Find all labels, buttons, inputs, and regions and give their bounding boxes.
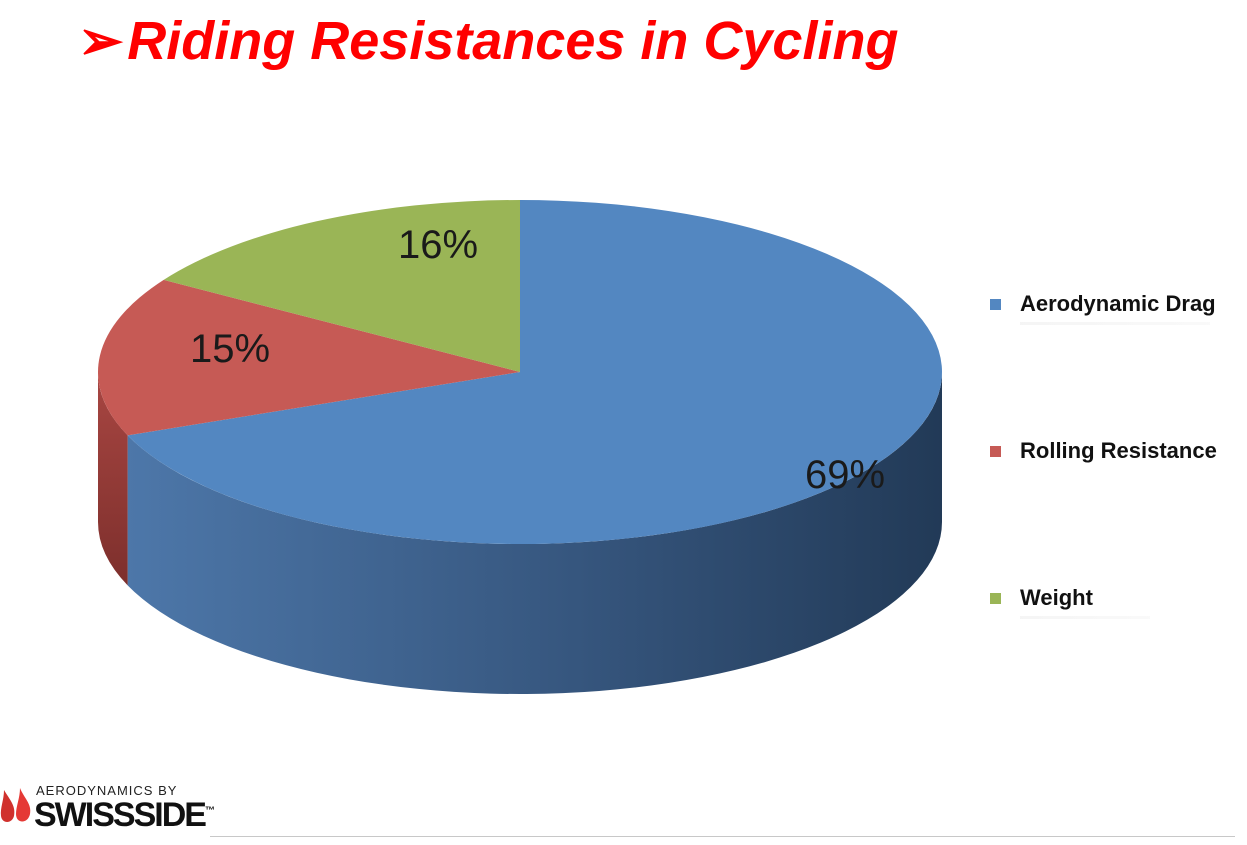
logo-tagline: AERODYNAMICS BY [36,783,178,798]
legend-label: Aerodynamic Drag [1020,291,1216,316]
pie-side-aerodynamic-drag [127,372,943,695]
legend-swatch [990,299,1001,310]
pie-label-aerodynamic-drag: 69% [805,453,885,497]
legend-reflection [1020,322,1210,325]
logo-trademark: ™ [204,805,215,817]
legend-reflection [1020,616,1150,619]
pie-slice-weight [163,200,521,372]
pie-side-rolling-resistance [98,372,128,586]
pie-label-weight: 16% [398,223,478,267]
legend-swatch [990,446,1001,457]
legend-label: Rolling Resistance [1020,438,1217,463]
logo-brand-text: SWISSSIDE [34,796,207,834]
logo-brand: SWISSSIDE™ [34,796,215,835]
pie-slice-aerodynamic-drag [127,200,942,544]
legend-swatch [990,593,1001,604]
arrow-bullet-icon: ➢ [78,11,124,71]
swissside-logo: AERODYNAMICS BY SWISSSIDE™ [0,780,220,840]
legend-label: Weight [1020,585,1093,610]
slide-title-text: Riding Resistances in Cycling [127,11,899,71]
footer-divider [210,836,1235,837]
pie-label-rolling-resistance: 15% [190,327,270,371]
slide-title: ➢Riding Resistances in Cycling [78,6,898,76]
pie-slice-rolling-resistance [97,279,520,436]
drops-logo-icon [0,788,31,822]
